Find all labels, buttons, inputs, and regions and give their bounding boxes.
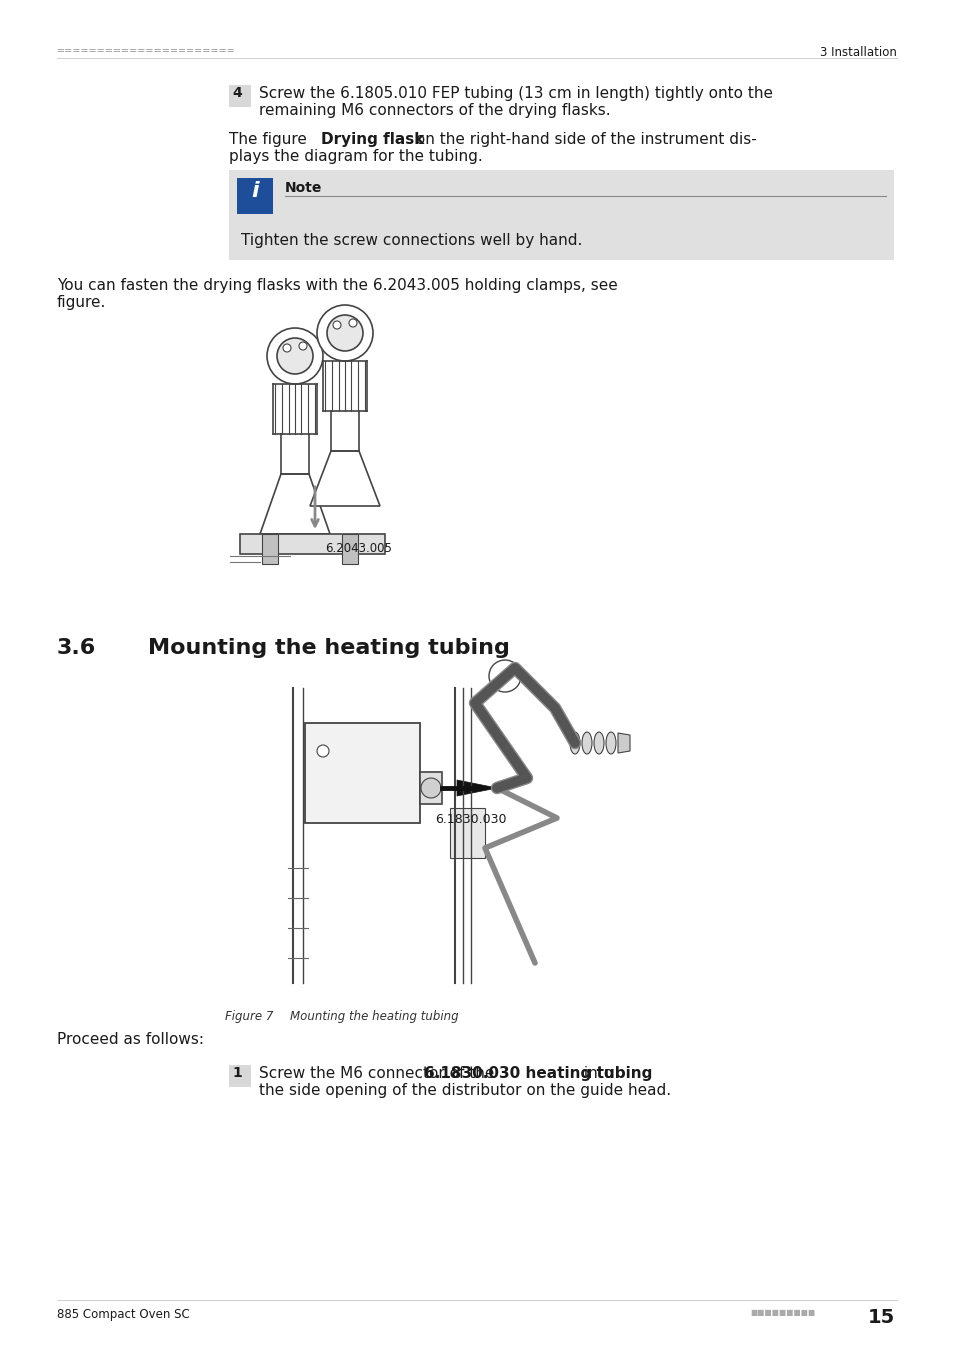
Text: Note: Note: [285, 181, 322, 194]
Polygon shape: [260, 474, 330, 535]
Circle shape: [283, 344, 291, 352]
Bar: [229, 170, 893, 261]
Polygon shape: [419, 772, 441, 805]
Text: The figure: The figure: [229, 132, 312, 147]
Circle shape: [316, 745, 329, 757]
Text: 885 Compact Oven SC: 885 Compact Oven SC: [57, 1308, 190, 1322]
Polygon shape: [240, 535, 385, 554]
Polygon shape: [310, 451, 379, 506]
Text: Screw the 6.1805.010 FEP tubing (13 cm in length) tightly onto the: Screw the 6.1805.010 FEP tubing (13 cm i…: [258, 86, 772, 101]
Text: ======================: ======================: [57, 46, 235, 55]
Circle shape: [298, 342, 307, 350]
Circle shape: [316, 305, 373, 360]
Text: plays the diagram for the tubing.: plays the diagram for the tubing.: [229, 148, 482, 163]
Circle shape: [267, 328, 323, 383]
Bar: [229, 85, 251, 107]
Circle shape: [333, 321, 340, 329]
Text: remaining M6 connectors of the drying flasks.: remaining M6 connectors of the drying fl…: [258, 103, 610, 117]
Text: You can fasten the drying flasks with the 6.2043.005 holding clamps, see: You can fasten the drying flasks with th…: [57, 278, 618, 293]
Ellipse shape: [605, 732, 616, 755]
Text: Drying flask: Drying flask: [320, 132, 424, 147]
Text: Proceed as follows:: Proceed as follows:: [57, 1031, 204, 1048]
Polygon shape: [456, 780, 497, 796]
Text: 3.6: 3.6: [57, 639, 96, 657]
Bar: [236, 178, 273, 215]
Bar: [229, 1065, 251, 1087]
Text: 6.1830.030: 6.1830.030: [435, 813, 506, 826]
Text: the side opening of the distributor on the guide head.: the side opening of the distributor on t…: [258, 1083, 670, 1098]
Text: 6.2043.005: 6.2043.005: [325, 541, 392, 555]
Text: 3 Installation: 3 Installation: [820, 46, 896, 59]
Circle shape: [327, 315, 363, 351]
Polygon shape: [618, 733, 629, 753]
Circle shape: [489, 660, 520, 693]
Text: on the right-hand side of the instrument dis-: on the right-hand side of the instrument…: [411, 132, 756, 147]
Polygon shape: [450, 809, 484, 859]
Text: 4: 4: [232, 86, 241, 100]
Polygon shape: [262, 535, 277, 564]
Text: Mounting the heating tubing: Mounting the heating tubing: [148, 639, 509, 657]
Text: Tighten the screw connections well by hand.: Tighten the screw connections well by ha…: [241, 234, 581, 248]
Text: ■■■■■■■■■: ■■■■■■■■■: [749, 1308, 815, 1318]
Text: into: into: [578, 1066, 613, 1081]
Text: figure.: figure.: [57, 296, 107, 310]
Circle shape: [420, 778, 440, 798]
Circle shape: [349, 319, 356, 327]
Text: i: i: [251, 181, 258, 201]
Text: Figure 7: Figure 7: [225, 1010, 274, 1023]
Polygon shape: [305, 724, 419, 824]
Text: 1: 1: [232, 1066, 241, 1080]
Text: 6.1830.030 heating tubing: 6.1830.030 heating tubing: [423, 1066, 652, 1081]
Circle shape: [276, 338, 313, 374]
Ellipse shape: [581, 732, 592, 755]
Text: 15: 15: [867, 1308, 894, 1327]
Ellipse shape: [569, 732, 579, 755]
Polygon shape: [341, 535, 357, 564]
Text: Mounting the heating tubing: Mounting the heating tubing: [290, 1010, 458, 1023]
Ellipse shape: [594, 732, 603, 755]
Text: Screw the M6 connector of the: Screw the M6 connector of the: [258, 1066, 498, 1081]
